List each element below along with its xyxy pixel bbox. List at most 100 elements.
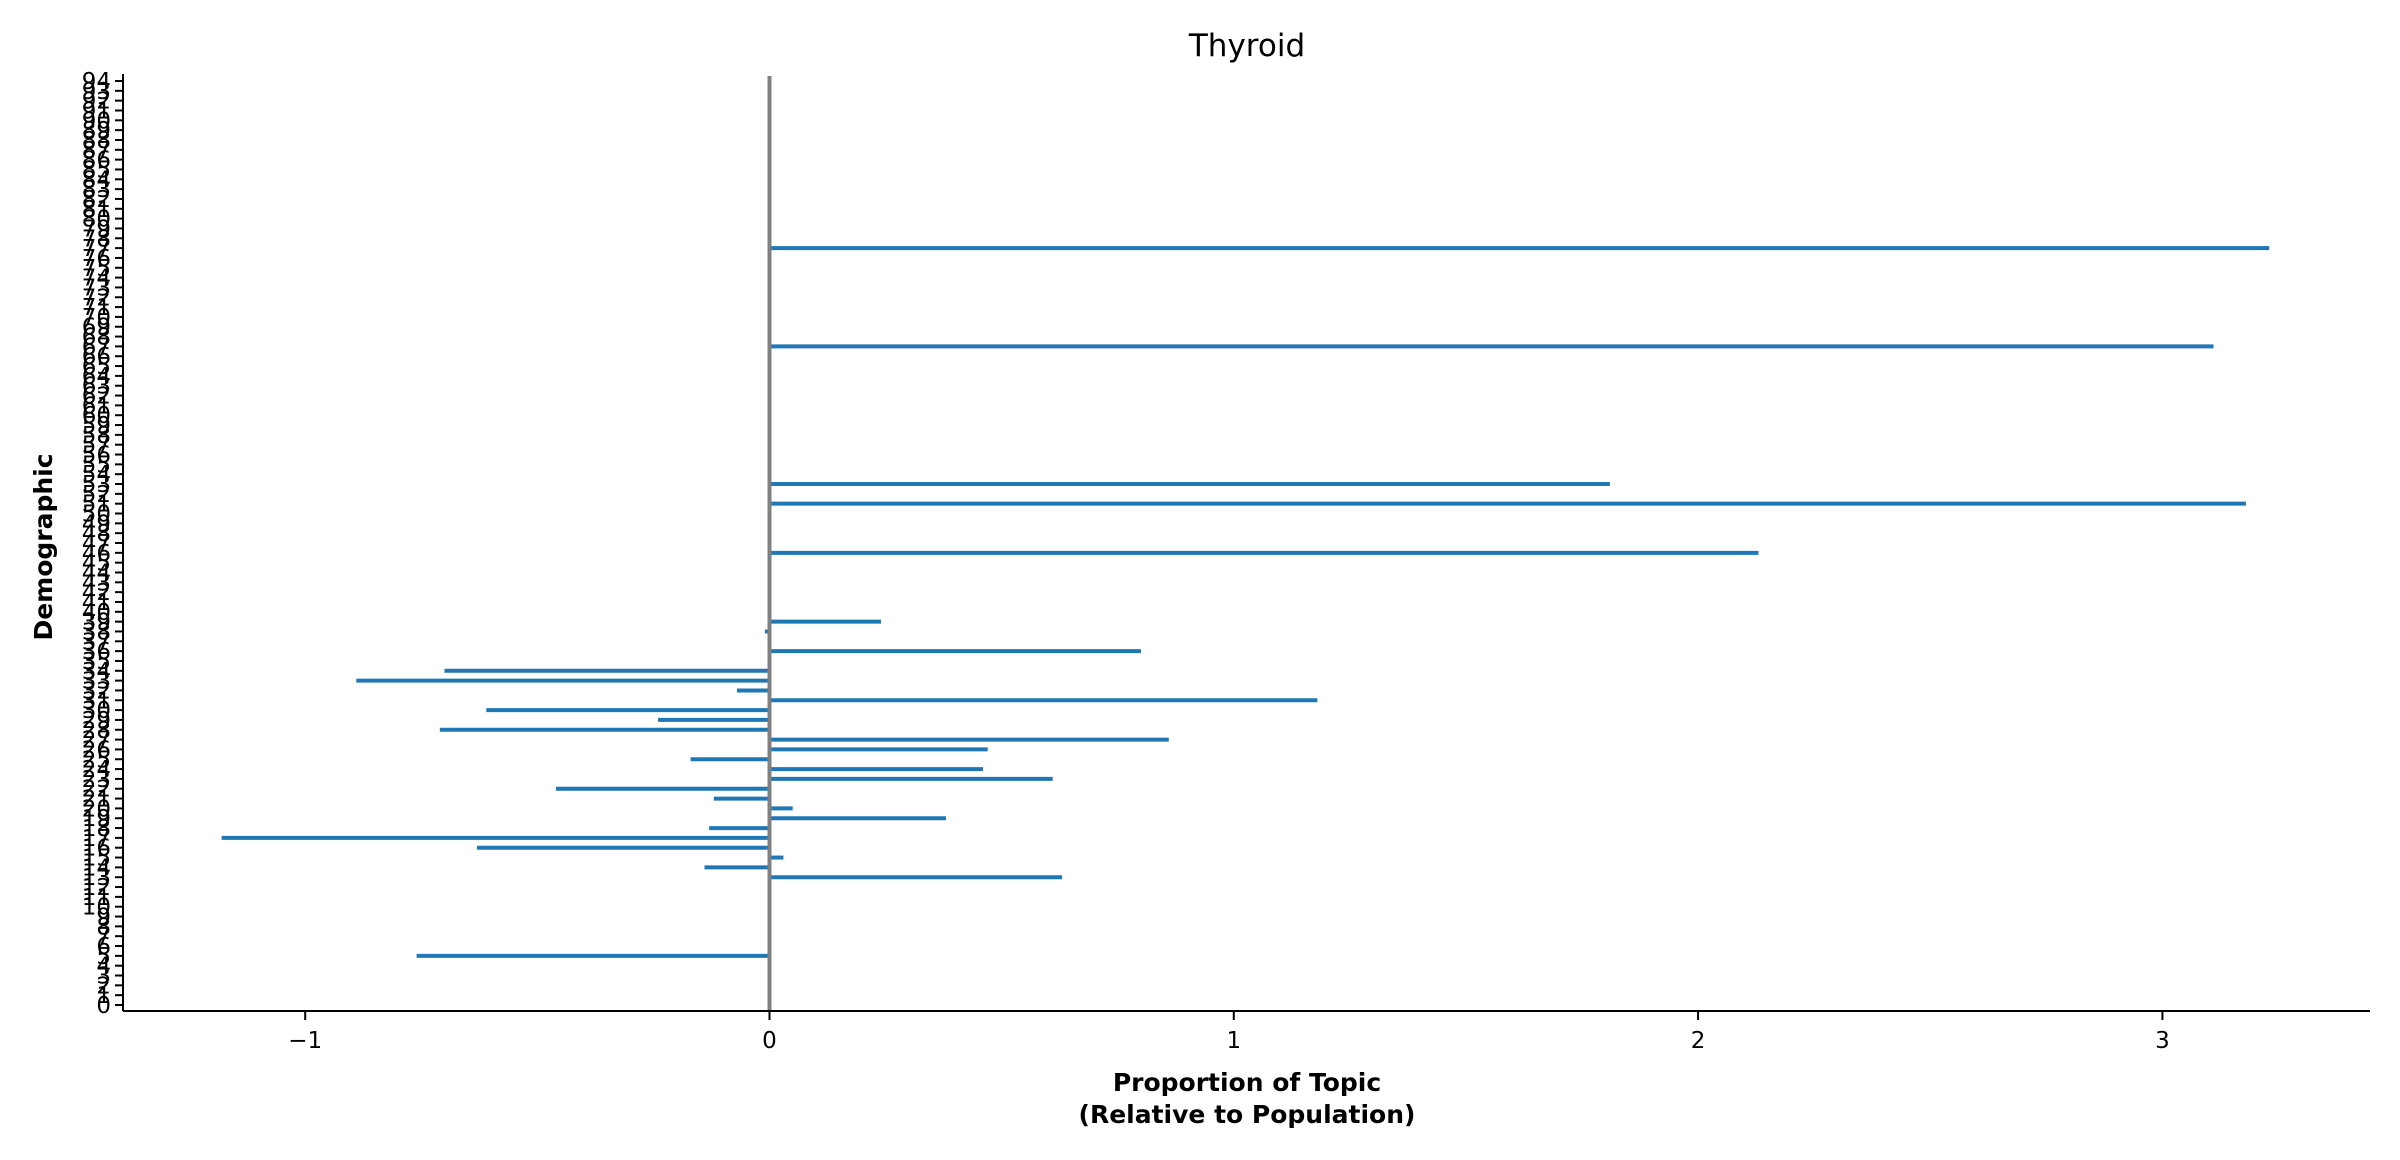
y-tick-label: 60 — [82, 403, 111, 429]
y-tick-label: 69 — [82, 315, 111, 341]
x-tick-label: −1 — [288, 1028, 322, 1054]
y-tick-label: 12 — [82, 875, 111, 901]
y-tick-label: 48 — [82, 521, 111, 547]
y-tick-label: 18 — [82, 816, 111, 842]
y-tick-label: 34 — [82, 659, 111, 685]
y-tick-label: 40 — [82, 600, 111, 626]
y-tick-label: 90 — [82, 108, 111, 134]
y-tick-label: 17 — [82, 826, 111, 852]
y-tick-label: 56 — [82, 443, 111, 469]
y-tick-label: 42 — [82, 580, 111, 606]
x-axis-title-line1: Proportion of Topic — [1113, 1068, 1381, 1097]
y-tick-label: 0 — [96, 993, 111, 1019]
y-tick-label: 11 — [82, 885, 111, 911]
y-tick-label: 10 — [82, 895, 111, 921]
y-tick-label: 54 — [82, 462, 111, 488]
y-tick-label: 9 — [96, 905, 111, 931]
y-tick-label: 13 — [82, 865, 111, 891]
y-tick-label: 83 — [82, 177, 111, 203]
y-tick-label: 8 — [96, 914, 111, 940]
y-tick-label: 62 — [82, 384, 111, 410]
y-tick-label: 84 — [82, 167, 111, 193]
y-tick-label: 80 — [82, 207, 111, 233]
y-tick-label: 75 — [82, 256, 111, 282]
y-tick-label: 86 — [82, 148, 111, 174]
y-tick-label: 50 — [82, 502, 111, 528]
y-tick-label: 76 — [82, 246, 111, 272]
y-tick-label: 4 — [96, 954, 111, 980]
y-tick-label: 64 — [82, 364, 111, 390]
y-tick-label: 27 — [82, 728, 111, 754]
y-tick-label: 32 — [82, 678, 111, 704]
y-tick-label: 2 — [96, 973, 111, 999]
y-tick-label: 51 — [82, 492, 111, 518]
y-tick-label: 88 — [82, 128, 111, 154]
y-tick-label: 94 — [82, 69, 111, 95]
y-tick-label: 72 — [82, 285, 111, 311]
y-tick-label: 47 — [82, 531, 111, 557]
y-tick-label: 65 — [82, 354, 111, 380]
y-tick-label: 45 — [82, 551, 111, 577]
plot-area: −1 0 1 2 30123456789101112131415161718192021… — [82, 69, 2370, 1054]
y-tick-label: 15 — [82, 846, 111, 872]
y-tick-label: 85 — [82, 157, 111, 183]
y-tick-label: 14 — [82, 855, 111, 881]
x-tick-label: 2 — [1691, 1028, 1706, 1054]
y-tick-label: 63 — [82, 374, 111, 400]
y-tick-label: 26 — [82, 737, 111, 763]
y-tick-label: 33 — [82, 669, 111, 695]
y-tick-label: 38 — [82, 619, 111, 645]
x-tick-label: 0 — [762, 1028, 777, 1054]
y-tick-label: 59 — [82, 413, 111, 439]
y-tick-label: 52 — [82, 482, 111, 508]
y-tick-label: 89 — [82, 118, 111, 144]
x-axis-title-line2: (Relative to Population) — [1079, 1100, 1416, 1129]
y-axis-title: Demographic — [29, 453, 58, 640]
y-tick-label: 66 — [82, 344, 111, 370]
y-tick-label: 78 — [82, 226, 111, 252]
y-tick-label: 39 — [82, 610, 111, 636]
y-tick-label: 35 — [82, 649, 111, 675]
y-tick-label: 44 — [82, 560, 111, 586]
y-tick-label: 87 — [82, 138, 111, 164]
y-tick-label: 20 — [82, 796, 111, 822]
y-tick-label: 29 — [82, 708, 111, 734]
y-tick-label: 49 — [82, 511, 111, 537]
y-tick-label: 74 — [82, 266, 111, 292]
y-tick-label: 70 — [82, 305, 111, 331]
y-tick-label: 55 — [82, 452, 111, 478]
y-tick-label: 6 — [96, 934, 111, 960]
y-tick-label: 73 — [82, 275, 111, 301]
y-tick-label: 93 — [82, 79, 111, 105]
y-tick-label: 67 — [82, 334, 111, 360]
y-tick-label: 81 — [82, 197, 111, 223]
y-tick-label: 61 — [82, 393, 111, 419]
y-tick-label: 25 — [82, 747, 111, 773]
y-tick-label: 30 — [82, 698, 111, 724]
y-tick-label: 3 — [96, 964, 111, 990]
y-tick-label: 57 — [82, 433, 111, 459]
y-tick-label: 19 — [82, 806, 111, 832]
y-tick-label: 22 — [82, 777, 111, 803]
y-tick-label: 16 — [82, 836, 111, 862]
y-tick-label: 53 — [82, 472, 111, 498]
y-tick-label: 82 — [82, 187, 111, 213]
y-tick-label: 31 — [82, 688, 111, 714]
y-tick-label: 79 — [82, 216, 111, 242]
y-tick-label: 37 — [82, 629, 111, 655]
y-tick-label: 7 — [96, 924, 111, 950]
y-tick-label: 5 — [96, 944, 111, 970]
y-tick-label: 58 — [82, 423, 111, 449]
y-tick-label: 91 — [82, 98, 111, 124]
y-tick-label: 23 — [82, 767, 111, 793]
y-tick-label: 92 — [82, 89, 111, 115]
y-tick-label: 71 — [82, 295, 111, 321]
y-tick-label: 24 — [82, 757, 111, 783]
y-tick-label: 77 — [82, 236, 111, 262]
x-tick-label: 1 — [1226, 1028, 1241, 1054]
y-tick-label: 68 — [82, 325, 111, 351]
x-tick-label: 3 — [2155, 1028, 2170, 1054]
y-tick-label: 36 — [82, 639, 111, 665]
chart-title: Thyroid — [1188, 28, 1305, 64]
